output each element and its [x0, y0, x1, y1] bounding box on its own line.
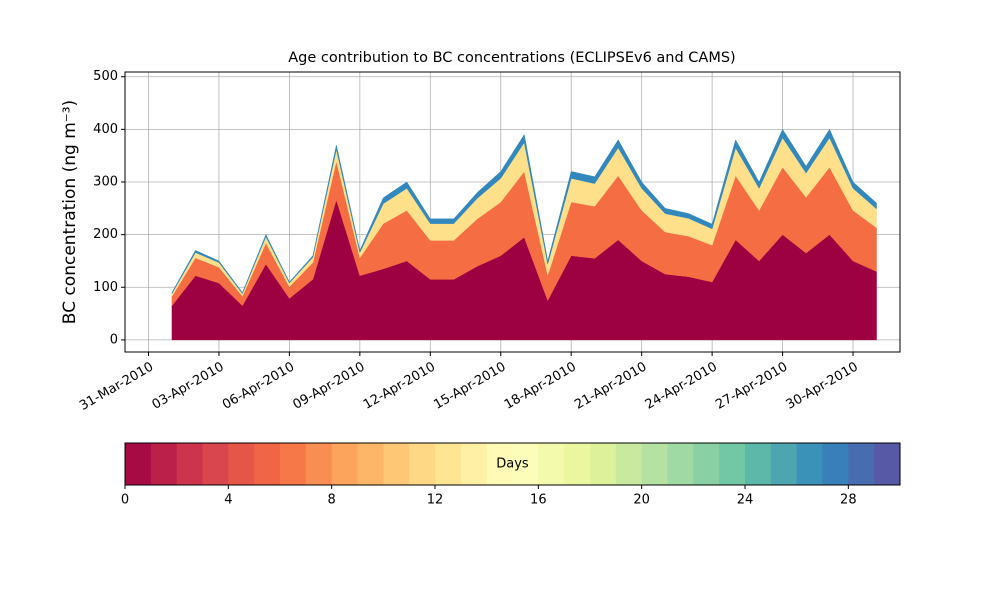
colorbar-label: Days	[496, 457, 529, 472]
x-tick-label: 30-Apr-2010	[784, 360, 861, 413]
y-tick-label: 300	[93, 175, 118, 190]
chart-title: Age contribution to BC concentrations (E…	[288, 50, 735, 66]
colorbar-band	[486, 443, 513, 485]
colorbar-band	[409, 443, 436, 485]
colorbar-band	[770, 443, 798, 485]
x-tick-label: 12-Apr-2010	[361, 360, 438, 413]
colorbar-tick-label: 20	[633, 493, 650, 508]
colorbar-frame	[124, 442, 901, 486]
colorbar-band	[796, 443, 823, 485]
colorbar-band	[228, 443, 255, 485]
colorbar-band	[874, 443, 901, 485]
x-tick-label: 06-Apr-2010	[220, 360, 297, 413]
colorbar-tick-label: 4	[224, 493, 232, 508]
y-axis-label: BC concentration (ng m⁻³)	[60, 100, 80, 324]
colorbar-band	[693, 443, 720, 485]
colorbar-band	[848, 443, 875, 485]
x-tick-label: 24-Apr-2010	[643, 360, 720, 413]
colorbar-tick-label: 16	[530, 493, 547, 508]
plot-frame	[124, 71, 901, 353]
y-tick-label: 200	[93, 227, 118, 242]
x-tick-label: 31-Mar-2010	[77, 360, 156, 414]
colorbar-tick-label: 12	[427, 493, 444, 508]
area-layer	[171, 128, 877, 295]
x-tick-label: 03-Apr-2010	[150, 360, 227, 413]
colorbar-band	[202, 443, 229, 485]
colorbar-band	[590, 443, 617, 485]
colorbar-band	[667, 443, 694, 485]
colorbar-band	[280, 443, 307, 485]
x-tick-label: 21-Apr-2010	[572, 360, 649, 413]
colorbar-band	[822, 443, 849, 485]
colorbar-band	[435, 443, 462, 485]
colorbar-band	[719, 443, 746, 485]
colorbar-band	[564, 443, 591, 485]
y-tick-label: 100	[93, 280, 118, 295]
colorbar-band	[254, 443, 281, 485]
colorbar-band	[512, 443, 539, 485]
y-tick-label: 500	[93, 69, 118, 84]
x-tick-label: 09-Apr-2010	[290, 360, 367, 413]
colorbar-band	[125, 443, 152, 485]
colorbar-band	[641, 443, 668, 485]
colorbar-band	[150, 443, 178, 485]
colorbar-band	[745, 443, 772, 485]
colorbar-tick-label: 24	[737, 493, 754, 508]
colorbar-band	[383, 443, 410, 485]
colorbar-band	[615, 443, 643, 485]
colorbar-band	[305, 443, 333, 485]
x-tick-label: 15-Apr-2010	[431, 360, 508, 413]
colorbar-tick-label: 8	[328, 493, 336, 508]
y-tick-label: 0	[110, 332, 118, 347]
colorbar-band	[357, 443, 384, 485]
y-tick-label: 400	[93, 122, 118, 137]
x-tick-label: 27-Apr-2010	[713, 360, 790, 413]
x-tick-label: 18-Apr-2010	[502, 360, 579, 413]
colorbar-band	[176, 443, 203, 485]
colorbar-tick-label: 28	[840, 493, 857, 508]
colorbar-band	[460, 443, 488, 485]
colorbar-tick-label: 0	[121, 493, 129, 508]
colorbar-band	[331, 443, 358, 485]
colorbar-band	[538, 443, 565, 485]
